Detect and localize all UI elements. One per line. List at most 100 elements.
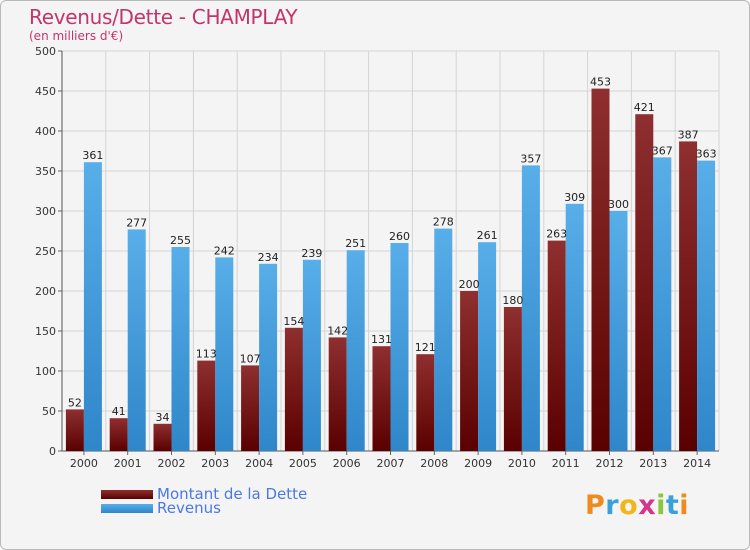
x-tick-label: 2003 bbox=[201, 457, 229, 470]
bar-debt bbox=[372, 346, 391, 451]
bar-revenus bbox=[215, 257, 234, 451]
bar-revenus bbox=[478, 242, 497, 451]
data-label-revenus: 363 bbox=[696, 148, 717, 161]
x-tick-label: 2011 bbox=[552, 457, 580, 470]
bar-revenus bbox=[259, 263, 278, 451]
bar-revenus bbox=[171, 247, 190, 451]
data-label-debt: 387 bbox=[678, 128, 699, 141]
y-tick-label: 500 bbox=[35, 45, 56, 58]
data-label-debt: 180 bbox=[502, 294, 523, 307]
y-tick-label: 150 bbox=[35, 325, 56, 338]
legend-label-debt: Montant de la Dette bbox=[157, 485, 308, 503]
data-label-revenus: 251 bbox=[345, 237, 366, 250]
bar-debt bbox=[591, 88, 610, 451]
data-label-revenus: 300 bbox=[608, 198, 629, 211]
legend-swatch-revenus bbox=[101, 503, 153, 513]
bar-revenus bbox=[521, 165, 540, 451]
y-tick-label: 0 bbox=[49, 445, 56, 458]
x-tick-label: 2013 bbox=[639, 457, 667, 470]
data-label-debt: 34 bbox=[156, 411, 170, 424]
logo-letter: r bbox=[605, 490, 620, 521]
bar-debt bbox=[460, 291, 479, 451]
data-label-revenus: 278 bbox=[433, 216, 454, 229]
data-label-debt: 154 bbox=[283, 315, 304, 328]
y-tick-label: 450 bbox=[35, 85, 56, 98]
data-label-revenus: 361 bbox=[82, 149, 103, 162]
logo-letter: x bbox=[638, 490, 657, 521]
chart-title: Revenus/Dette - CHAMPLAY bbox=[29, 5, 298, 29]
x-tick-label: 2009 bbox=[464, 457, 492, 470]
logo-letter: o bbox=[619, 490, 639, 521]
x-tick-label: 2001 bbox=[114, 457, 142, 470]
bar-debt bbox=[328, 337, 347, 451]
bar-debt bbox=[679, 141, 698, 451]
data-label-debt: 263 bbox=[546, 228, 567, 241]
bar-debt bbox=[109, 418, 128, 451]
y-tick-label: 100 bbox=[35, 365, 56, 378]
legend-item-debt: Montant de la Dette bbox=[101, 485, 308, 503]
bar-revenus bbox=[302, 259, 321, 451]
bar-debt bbox=[547, 240, 566, 451]
legend-item-revenus: Revenus bbox=[101, 499, 307, 517]
y-tick-label: 350 bbox=[35, 165, 56, 178]
bar-debt bbox=[284, 327, 303, 451]
x-tick-label: 2014 bbox=[683, 457, 711, 470]
data-label-debt: 131 bbox=[371, 333, 392, 346]
data-label-revenus: 309 bbox=[564, 191, 585, 204]
data-label-revenus: 239 bbox=[301, 247, 322, 260]
x-tick-label: 2006 bbox=[333, 457, 361, 470]
x-tick-label: 2012 bbox=[596, 457, 624, 470]
data-label-revenus: 242 bbox=[214, 244, 235, 257]
y-tick-label: 250 bbox=[35, 245, 56, 258]
bar-layer bbox=[65, 88, 716, 451]
data-label-revenus: 260 bbox=[389, 230, 410, 243]
bar-revenus bbox=[390, 243, 409, 451]
x-tick-label: 2004 bbox=[245, 457, 273, 470]
data-label-debt: 52 bbox=[68, 396, 82, 409]
y-tick-label: 50 bbox=[42, 405, 56, 418]
bar-revenus bbox=[653, 157, 672, 451]
legend-label-revenus: Revenus bbox=[157, 499, 221, 517]
data-label-debt: 453 bbox=[590, 76, 611, 89]
bar-debt bbox=[416, 354, 435, 451]
y-tick-label: 200 bbox=[35, 285, 56, 298]
bar-revenus bbox=[346, 250, 365, 451]
data-label-debt: 200 bbox=[459, 278, 480, 291]
x-tick-label: 2008 bbox=[420, 457, 448, 470]
x-tick-label: 2010 bbox=[508, 457, 536, 470]
logo-letter: t bbox=[665, 490, 680, 521]
bar-revenus bbox=[565, 203, 584, 451]
bar-debt bbox=[197, 360, 216, 451]
bar-revenus bbox=[127, 229, 146, 451]
data-label-revenus: 234 bbox=[258, 251, 279, 264]
data-label-revenus: 277 bbox=[126, 216, 147, 229]
bar-debt bbox=[635, 114, 654, 451]
data-label-revenus: 357 bbox=[520, 152, 541, 165]
data-label-revenus: 255 bbox=[170, 234, 191, 247]
x-tick-label: 2007 bbox=[377, 457, 405, 470]
x-tick-label: 2002 bbox=[158, 457, 186, 470]
data-label-debt: 107 bbox=[240, 352, 261, 365]
bar-revenus bbox=[697, 160, 716, 451]
x-tick-label: 2005 bbox=[289, 457, 317, 470]
data-label-debt: 142 bbox=[327, 324, 348, 337]
proxiti-logo: Proxiti bbox=[585, 490, 689, 521]
data-label-debt: 421 bbox=[634, 101, 655, 114]
bar-debt bbox=[241, 365, 260, 451]
bar-debt bbox=[153, 423, 172, 451]
bar-revenus bbox=[83, 162, 102, 451]
logo-letter: P bbox=[585, 490, 606, 521]
x-tick-label: 2000 bbox=[70, 457, 98, 470]
logo-letter: i bbox=[679, 490, 690, 521]
logo-letter: i bbox=[656, 490, 666, 521]
legend: Montant de la Dette Revenus bbox=[101, 485, 308, 517]
data-label-debt: 41 bbox=[112, 405, 126, 418]
bar-revenus bbox=[434, 228, 453, 451]
chart-subtitle: (en milliers d'€) bbox=[29, 29, 124, 43]
label-layer: 52 361 41 277 34 255 113 242 107 234 154 239 142 251 1… bbox=[68, 76, 717, 424]
bar-debt bbox=[503, 307, 522, 451]
data-label-debt: 113 bbox=[196, 348, 217, 361]
y-tick-label: 300 bbox=[35, 205, 56, 218]
